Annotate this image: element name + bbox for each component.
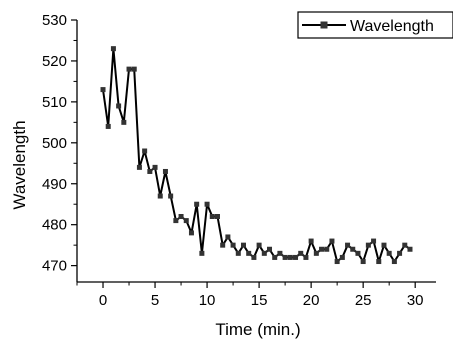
legend-marker-sample — [320, 21, 328, 29]
data-point — [105, 123, 111, 129]
y-tick-label: 470 — [42, 258, 67, 275]
x-tick-label: 30 — [407, 292, 424, 309]
x-tick-label: 10 — [199, 292, 216, 309]
data-point — [391, 259, 397, 265]
y-tick-label: 490 — [42, 176, 67, 193]
data-point — [209, 214, 215, 219]
data-point — [319, 246, 325, 252]
data-point — [313, 250, 319, 256]
data-point — [267, 246, 273, 252]
data-point — [157, 193, 163, 199]
data-point — [303, 254, 309, 260]
x-tick-label: 15 — [251, 292, 268, 309]
data-point — [230, 242, 236, 248]
data-point — [173, 218, 179, 224]
data-point — [220, 242, 226, 248]
y-ticks: 470 480 490 500 510 520 530 — [42, 12, 77, 275]
x-axis-title: Time (min.) — [215, 320, 300, 339]
data-point — [126, 66, 132, 72]
data-point — [214, 214, 220, 219]
data-point — [240, 242, 246, 248]
data-point — [402, 242, 408, 248]
data-point — [168, 193, 174, 199]
data-point — [350, 246, 356, 252]
data-point — [100, 87, 106, 93]
data-point — [147, 168, 153, 174]
x-tick-label: 25 — [355, 292, 372, 309]
axes — [76, 20, 436, 283]
data-point — [246, 250, 252, 256]
data-point — [339, 254, 345, 260]
data-point — [110, 46, 116, 52]
data-point — [371, 238, 377, 244]
y-axis-title: Wavelength — [10, 120, 29, 209]
data-point — [152, 164, 158, 170]
data-point — [131, 66, 137, 72]
data-point — [407, 246, 413, 252]
y-tick-label: 510 — [42, 94, 67, 111]
data-point — [381, 242, 387, 248]
x-tick-label: 20 — [303, 292, 320, 309]
data-point — [261, 250, 267, 256]
data-point — [194, 201, 200, 207]
data-point — [121, 119, 127, 125]
data-point — [277, 250, 283, 256]
data-point — [386, 250, 392, 256]
data-point — [329, 238, 335, 244]
data-point — [136, 164, 142, 170]
data-point — [324, 246, 330, 252]
data-point — [376, 259, 382, 265]
series-line — [102, 47, 411, 263]
data-point — [256, 242, 262, 248]
x-tick-label: 0 — [99, 292, 107, 309]
y-tick-label: 500 — [42, 135, 67, 152]
x-ticks: 0 5 10 15 20 25 30 — [76, 282, 424, 309]
x-tick-label: 5 — [151, 292, 159, 309]
y-tick-label: 530 — [42, 12, 67, 29]
legend-label: Wavelength — [350, 18, 434, 35]
y-tick-label: 520 — [42, 53, 67, 70]
legend: Wavelength — [297, 11, 453, 39]
data-point — [298, 250, 304, 256]
data-point — [282, 254, 288, 260]
y-tick-label: 480 — [42, 217, 67, 234]
data-point — [235, 250, 241, 256]
data-point — [199, 250, 205, 256]
data-point — [204, 201, 210, 207]
data-point — [162, 168, 168, 174]
plot-area — [100, 46, 413, 265]
data-point — [142, 148, 148, 154]
data-point — [345, 242, 351, 248]
data-point — [178, 214, 184, 219]
data-point — [334, 259, 340, 265]
data-point — [365, 242, 371, 248]
data-point — [183, 218, 189, 224]
data-point — [397, 250, 403, 256]
data-point — [188, 230, 194, 236]
data-point — [293, 254, 299, 260]
data-point — [272, 254, 278, 260]
data-point — [355, 250, 361, 256]
data-point — [360, 259, 366, 265]
data-point — [225, 234, 231, 240]
data-point — [251, 254, 257, 260]
data-point — [287, 254, 293, 260]
data-point — [116, 103, 122, 109]
data-point — [308, 238, 314, 244]
